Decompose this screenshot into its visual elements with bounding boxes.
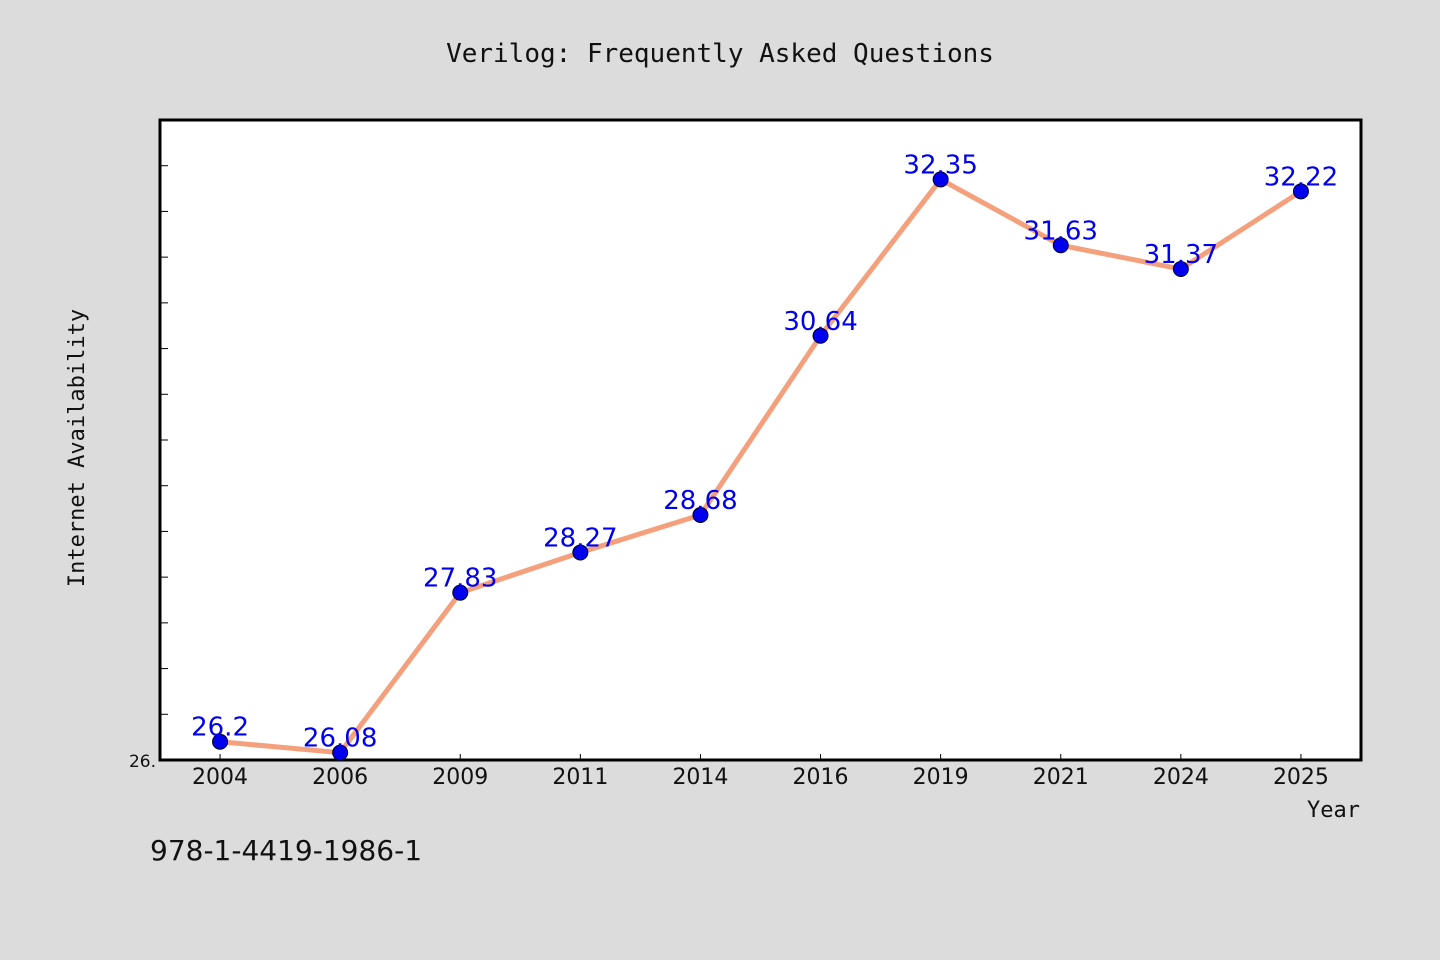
y-axis-ticks <box>160 119 168 715</box>
data-label: 30.64 <box>783 307 857 337</box>
data-point <box>932 171 949 188</box>
data-point <box>452 584 469 601</box>
x-tick-label: 2024 <box>1153 765 1209 790</box>
data-point <box>332 744 349 761</box>
plot-area <box>158 118 1363 762</box>
data-label: 31.63 <box>1024 216 1098 246</box>
data-point <box>572 544 589 561</box>
data-series: 26.2 26.08 27.83 28.27 28.68 30.64 32.35 31.63 3… <box>191 150 1338 761</box>
data-label: 26.08 <box>303 724 377 754</box>
data-point <box>812 327 829 344</box>
data-point <box>1292 183 1309 200</box>
data-point <box>692 506 709 523</box>
y-axis-label: Internet Availability <box>65 309 90 587</box>
x-tick-label: 2009 <box>432 765 488 790</box>
data-point <box>1172 261 1189 278</box>
x-tick-label: 2011 <box>552 765 608 790</box>
x-tick-label: 2025 <box>1273 765 1329 790</box>
data-label: 28.68 <box>663 486 737 516</box>
x-axis-label: Year <box>1307 798 1360 823</box>
x-axis-ticks: 2004 2006 2009 2011 2014 2016 2019 2021 2024 2025 <box>192 754 1329 790</box>
data-label: 32.35 <box>903 150 977 180</box>
data-point <box>1052 237 1069 254</box>
x-tick-label: 2021 <box>1033 765 1089 790</box>
x-tick-label: 2019 <box>913 765 969 790</box>
data-label: 31.37 <box>1144 240 1218 270</box>
x-tick-label: 2006 <box>312 765 368 790</box>
series-line <box>219 176 1303 756</box>
x-tick-label: 2004 <box>192 765 248 790</box>
chart-title: Verilog: Frequently Asked Questions <box>446 39 994 69</box>
data-label: 26.2 <box>191 713 249 743</box>
x-tick-label: 2014 <box>672 765 728 790</box>
data-label: 27.83 <box>423 564 497 594</box>
data-label: 32.22 <box>1264 162 1338 192</box>
data-label: 28.27 <box>543 523 617 553</box>
data-point <box>212 733 229 750</box>
isbn-text: 978-1-4419-1986-1 <box>150 834 423 867</box>
x-tick-label: 2016 <box>793 765 849 790</box>
y-tick-label: 26. <box>129 752 156 772</box>
